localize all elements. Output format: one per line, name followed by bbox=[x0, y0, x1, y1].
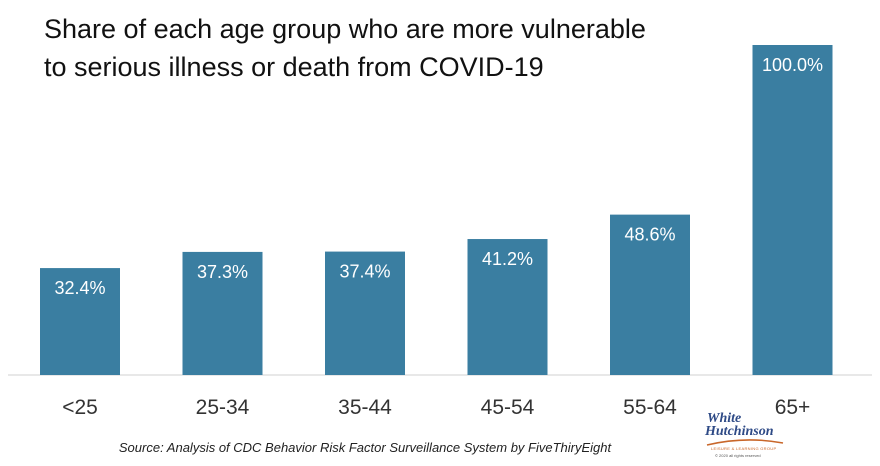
chart-title: Share of each age group who are more vul… bbox=[44, 10, 744, 86]
logo-line-2: Hutchinson bbox=[705, 424, 774, 439]
data-label: 48.6% bbox=[624, 225, 675, 245]
data-label: 37.3% bbox=[197, 262, 248, 282]
bar bbox=[752, 45, 833, 375]
x-tick-label: 55-64 bbox=[623, 396, 677, 419]
bar bbox=[182, 251, 263, 375]
chart-title-line-1: Share of each age group who are more vul… bbox=[44, 14, 646, 44]
x-tick-label: 45-54 bbox=[481, 396, 535, 419]
bar bbox=[325, 251, 405, 375]
logo-swoosh-icon bbox=[706, 439, 784, 446]
x-tick-label: 35-44 bbox=[338, 396, 392, 419]
x-tick-label: <25 bbox=[62, 396, 98, 419]
x-tick-label: 25-34 bbox=[196, 396, 250, 419]
bar bbox=[467, 239, 548, 375]
logo-copyright: © 2020 all rights reserved bbox=[715, 453, 761, 458]
logo-tagline: LEISURE & LEARNING GROUP bbox=[711, 446, 777, 451]
white-hutchinson-logo: White Hutchinson LEISURE & LEARNING GROU… bbox=[705, 412, 785, 464]
bar bbox=[610, 214, 690, 375]
logo-line-1: White bbox=[707, 411, 742, 426]
source-note: Source: Analysis of CDC Behavior Risk Fa… bbox=[118, 440, 612, 455]
bar bbox=[40, 268, 120, 375]
data-label: 100.0% bbox=[762, 55, 823, 75]
data-label: 41.2% bbox=[482, 249, 533, 269]
x-tick-label: 65+ bbox=[775, 396, 811, 419]
chart-title-line-2: to serious illness or death from COVID-1… bbox=[44, 52, 544, 82]
data-label: 32.4% bbox=[54, 278, 105, 298]
data-label: 37.4% bbox=[339, 262, 390, 282]
